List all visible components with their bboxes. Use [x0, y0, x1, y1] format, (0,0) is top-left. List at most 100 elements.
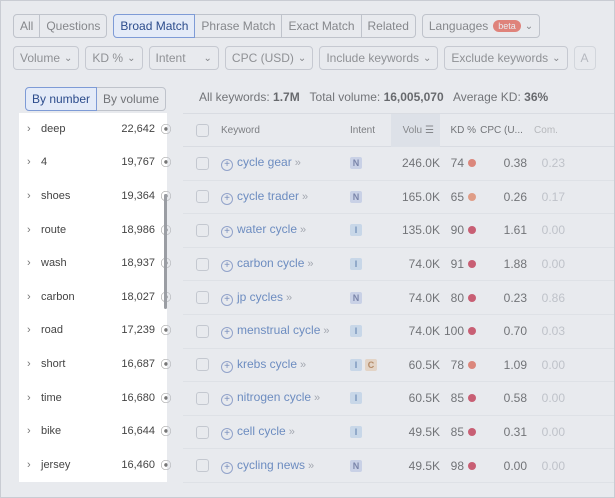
tab-phrase-match[interactable]: Phrase Match [194, 14, 283, 38]
select-all-cell [183, 123, 221, 137]
keyword-link[interactable]: carbon cycle [237, 256, 305, 271]
keyword-link[interactable]: menstrual cycle [237, 323, 321, 338]
exclude-keywords-filter[interactable]: Exclude keywords ⌄ [444, 46, 568, 70]
chevron-down-icon: ⌄ [524, 21, 534, 32]
row-checkbox[interactable] [195, 459, 209, 473]
tab-questions[interactable]: Questions [39, 14, 108, 38]
keyword-link[interactable]: water cycle [237, 222, 298, 237]
competition-column-header[interactable]: Com. [534, 124, 558, 136]
chevron-right-icon[interactable]: › [27, 257, 31, 270]
chevron-right-icon[interactable]: › [27, 458, 31, 471]
row-checkbox[interactable] [195, 358, 209, 372]
include-keywords-filter[interactable]: Include keywords ⌄ [319, 46, 439, 70]
volume-filter[interactable]: Volume ⌄ [13, 46, 80, 70]
add-keyword-icon[interactable]: + [221, 293, 233, 306]
eye-icon[interactable]: ⦿ [160, 358, 172, 371]
keyword-link[interactable]: nitrogen cycle [237, 390, 312, 405]
chevron-right-icon[interactable]: › [27, 290, 31, 303]
eye-icon[interactable]: ⦿ [160, 325, 172, 338]
open-details-icon[interactable]: » [308, 459, 315, 472]
open-details-icon[interactable]: » [288, 426, 295, 439]
total-volume-label: Total volume: [309, 90, 381, 104]
tab-related[interactable]: Related [360, 14, 416, 38]
add-keyword-icon[interactable]: + [221, 159, 233, 172]
advanced-filter[interactable]: A [573, 46, 596, 70]
keyword-link[interactable]: cell cycle [237, 424, 286, 439]
volume-column-header[interactable]: Volu ☰ [391, 113, 440, 147]
group-row[interactable]: › road 17,239 ⦿ [25, 314, 177, 348]
add-keyword-icon[interactable]: + [221, 192, 233, 205]
open-details-icon[interactable]: » [314, 392, 321, 405]
eye-icon[interactable]: ⦿ [160, 392, 172, 405]
chevron-right-icon[interactable]: › [27, 357, 31, 370]
cpc-filter[interactable]: CPC (USD) ⌄ [224, 46, 314, 70]
tab-all[interactable]: All [13, 14, 41, 38]
group-row[interactable]: › deep 22,642 ⦿ [25, 112, 177, 146]
cpc-column-header[interactable]: CPC (U... [480, 124, 523, 136]
eye-icon[interactable]: ⦿ [160, 157, 172, 170]
add-keyword-icon[interactable]: + [221, 327, 233, 340]
select-all-checkbox[interactable] [195, 123, 209, 137]
chevron-right-icon[interactable]: › [27, 223, 31, 236]
eye-icon[interactable]: ⦿ [160, 123, 172, 136]
add-keyword-icon[interactable]: + [221, 360, 233, 373]
keyword-column-header[interactable]: Keyword [221, 124, 260, 136]
row-checkbox[interactable] [195, 223, 209, 237]
kd-value: 91 [450, 257, 464, 272]
by-volume-button[interactable]: By volume [96, 87, 167, 111]
chevron-right-icon[interactable]: › [27, 122, 31, 135]
chevron-right-icon[interactable]: › [27, 425, 31, 438]
group-list-scrollbar[interactable] [164, 194, 167, 309]
keyword-link[interactable]: cycle trader [237, 188, 300, 203]
kd-column-header[interactable]: KD % [450, 124, 476, 136]
tab-broad-match[interactable]: Broad Match [113, 14, 196, 38]
row-checkbox[interactable] [195, 291, 209, 305]
chevron-right-icon[interactable]: › [27, 324, 31, 337]
volume-cell: 135.0K [401, 223, 440, 238]
group-row[interactable]: › short 16,687 ⦿ [25, 347, 177, 381]
by-number-button[interactable]: By number [25, 87, 98, 111]
chevron-down-icon: ⌄ [203, 53, 212, 64]
keyword-link[interactable]: krebs cycle [237, 356, 298, 371]
eye-icon[interactable]: ⦿ [160, 459, 172, 472]
open-details-icon[interactable]: » [300, 358, 307, 371]
open-details-icon[interactable]: » [323, 325, 330, 338]
languages-dropdown[interactable]: Languages beta ⌄ [421, 14, 541, 38]
keyword-link[interactable]: cycling news [237, 457, 306, 472]
add-keyword-icon[interactable]: + [221, 394, 233, 407]
keyword-link[interactable]: cycle gear [237, 155, 292, 170]
kd-filter[interactable]: KD % ⌄ [85, 46, 143, 70]
row-checkbox[interactable] [195, 257, 209, 271]
row-checkbox[interactable] [195, 156, 209, 170]
keyword-cell: + cycling news» [221, 458, 350, 474]
intent-filter[interactable]: Intent ⌄ [148, 46, 219, 70]
chevron-right-icon[interactable]: › [27, 189, 31, 202]
open-details-icon[interactable]: » [307, 258, 314, 271]
eye-icon[interactable]: ⦿ [160, 426, 172, 439]
open-details-icon[interactable]: » [302, 190, 309, 203]
group-row[interactable]: › jersey 16,460 ⦿ [25, 448, 177, 482]
row-checkbox[interactable] [195, 391, 209, 405]
row-checkbox[interactable] [195, 324, 209, 338]
row-checkbox[interactable] [195, 190, 209, 204]
add-keyword-icon[interactable]: + [221, 461, 233, 474]
chevron-right-icon[interactable]: › [27, 156, 31, 169]
group-row[interactable]: › time 16,680 ⦿ [25, 381, 177, 415]
intent-column-header[interactable]: Intent [350, 124, 376, 136]
chevron-right-icon[interactable]: › [27, 391, 31, 404]
open-details-icon[interactable]: » [286, 291, 293, 304]
tab-exact-match[interactable]: Exact Match [281, 14, 362, 38]
open-details-icon[interactable]: » [300, 224, 307, 237]
add-keyword-icon[interactable]: + [221, 428, 233, 441]
group-row[interactable]: › 4 19,767 ⦿ [25, 146, 177, 180]
keyword-link[interactable]: jp cycles [237, 289, 284, 304]
add-keyword-icon[interactable]: + [221, 260, 233, 273]
open-details-icon[interactable]: » [294, 157, 301, 170]
row-checkbox[interactable] [195, 425, 209, 439]
group-row[interactable]: › bike 16,644 ⦿ [25, 414, 177, 448]
add-keyword-icon[interactable]: + [221, 226, 233, 239]
